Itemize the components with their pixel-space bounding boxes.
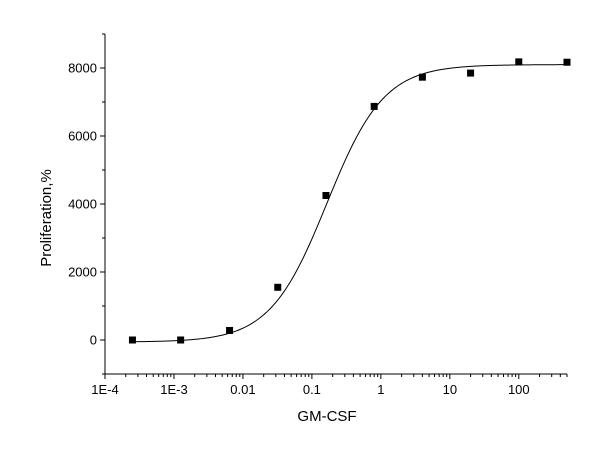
y-axis-title: Proliferation,%: [38, 169, 55, 267]
axes: [104, 34, 567, 375]
x-tick-label: 10: [443, 382, 457, 397]
data-point: [226, 326, 234, 334]
data-point: [370, 102, 378, 110]
y-tick-label: 8000: [68, 61, 97, 76]
data-point: [515, 58, 523, 66]
y-tick-label: 0: [90, 333, 97, 348]
y-tick-label: 4000: [68, 197, 97, 212]
x-axis-title: GM-CSF: [297, 408, 356, 425]
data-point: [418, 73, 426, 81]
x-tick-label: 100: [508, 382, 530, 397]
data-point: [177, 336, 185, 344]
y-tick-label: 6000: [68, 129, 97, 144]
x-tick-label: 1: [377, 382, 384, 397]
data-point: [563, 58, 571, 66]
fit-curve: [132, 64, 568, 343]
x-tick-label: 1E-3: [160, 382, 187, 397]
data-point: [128, 336, 136, 344]
y-axis-ticks: 0 2000 4000 6000 8000: [68, 33, 105, 375]
x-tick-label: 0.01: [230, 382, 255, 397]
data-point: [322, 192, 330, 199]
x-tick-label: 1E-4: [91, 382, 118, 397]
x-tick-label: 0.1: [303, 382, 321, 397]
data-point: [274, 283, 282, 291]
data-points: [128, 58, 571, 344]
data-point: [467, 69, 475, 77]
y-tick-label: 2000: [68, 265, 97, 280]
x-axis-ticks: 1E-4 1E-3 0.01 0.1 1 10 100: [91, 374, 568, 397]
